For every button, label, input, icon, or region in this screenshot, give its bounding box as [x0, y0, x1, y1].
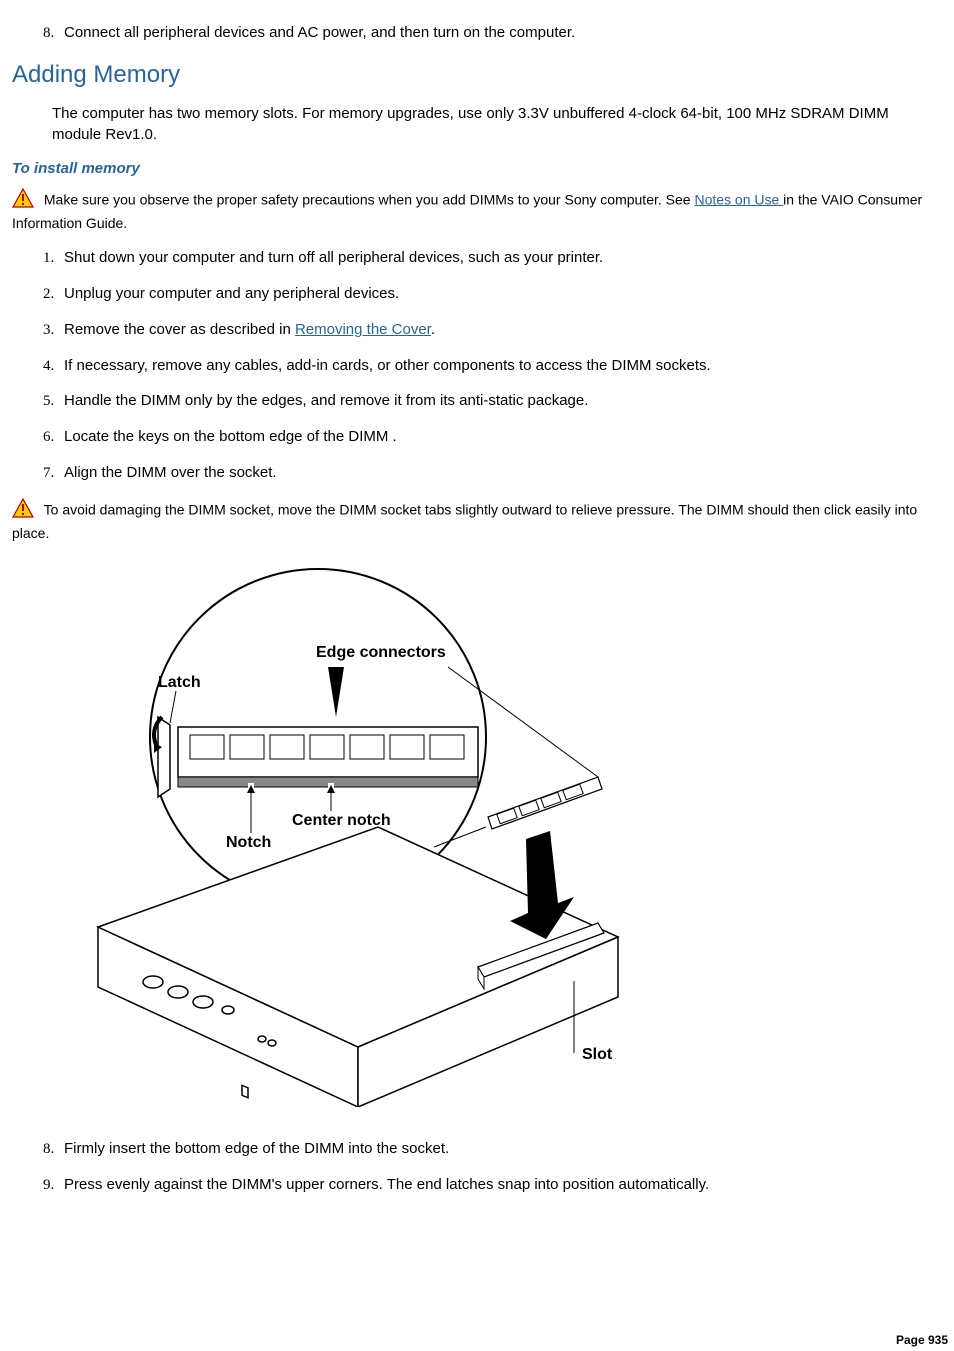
- step-8: Firmly insert the bottom edge of the DIM…: [58, 1138, 942, 1160]
- step-text: Unplug your computer and any peripheral …: [64, 285, 399, 302]
- prev-step-8: Connect all peripheral devices and AC po…: [58, 22, 942, 44]
- sub-title: To install memory: [12, 158, 942, 180]
- step-text: Locate the keys on the bottom edge of th…: [64, 428, 397, 445]
- install-steps-b: Firmly insert the bottom edge of the DIM…: [36, 1138, 942, 1196]
- warning-note-2: To avoid damaging the DIMM socket, move …: [12, 498, 942, 544]
- page-number: Page 935: [896, 1332, 948, 1349]
- step-3: Remove the cover as described in Removin…: [58, 319, 942, 341]
- step-4: If necessary, remove any cables, add-in …: [58, 355, 942, 377]
- warning-icon: [12, 188, 34, 213]
- step-text: Press evenly against the DIMM's upper co…: [64, 1176, 709, 1193]
- step-7: Align the DIMM over the socket.: [58, 462, 942, 484]
- step-2: Unplug your computer and any peripheral …: [58, 283, 942, 305]
- note2-text: To avoid damaging the DIMM socket, move …: [12, 501, 917, 541]
- install-steps-a: Shut down your computer and turn off all…: [36, 247, 942, 483]
- notes-on-use-link[interactable]: Notes on Use: [694, 191, 783, 207]
- step-5: Handle the DIMM only by the edges, and r…: [58, 390, 942, 412]
- warning-note-1: Make sure you observe the proper safety …: [12, 188, 942, 234]
- step-6: Locate the keys on the bottom edge of th…: [58, 426, 942, 448]
- dimm-figure: Edge connectors Latch Center notch Notch: [58, 567, 942, 1114]
- step-text-post: .: [431, 321, 435, 338]
- label-notch: Notch: [226, 834, 271, 851]
- note1-pre: Make sure you observe the proper safety …: [44, 191, 695, 207]
- step-text: Align the DIMM over the socket.: [64, 464, 277, 481]
- warning-icon: [12, 498, 34, 523]
- section-title: Adding Memory: [12, 58, 942, 93]
- step-text-pre: Remove the cover as described in: [64, 321, 295, 338]
- step-text: Connect all peripheral devices and AC po…: [64, 24, 575, 41]
- step-text: Firmly insert the bottom edge of the DIM…: [64, 1140, 449, 1157]
- section-intro: The computer has two memory slots. For m…: [52, 103, 942, 147]
- step-text: If necessary, remove any cables, add-in …: [64, 357, 711, 374]
- removing-cover-link[interactable]: Removing the Cover: [295, 321, 431, 338]
- label-latch: Latch: [158, 674, 201, 691]
- label-edge-connectors: Edge connectors: [316, 644, 446, 661]
- step-9: Press evenly against the DIMM's upper co…: [58, 1174, 942, 1196]
- prev-section-steps: Connect all peripheral devices and AC po…: [36, 22, 942, 44]
- step-1: Shut down your computer and turn off all…: [58, 247, 942, 269]
- label-center-notch: Center notch: [292, 812, 391, 829]
- step-text: Handle the DIMM only by the edges, and r…: [64, 392, 588, 409]
- step-text: Shut down your computer and turn off all…: [64, 249, 603, 266]
- label-slot: Slot: [582, 1046, 613, 1063]
